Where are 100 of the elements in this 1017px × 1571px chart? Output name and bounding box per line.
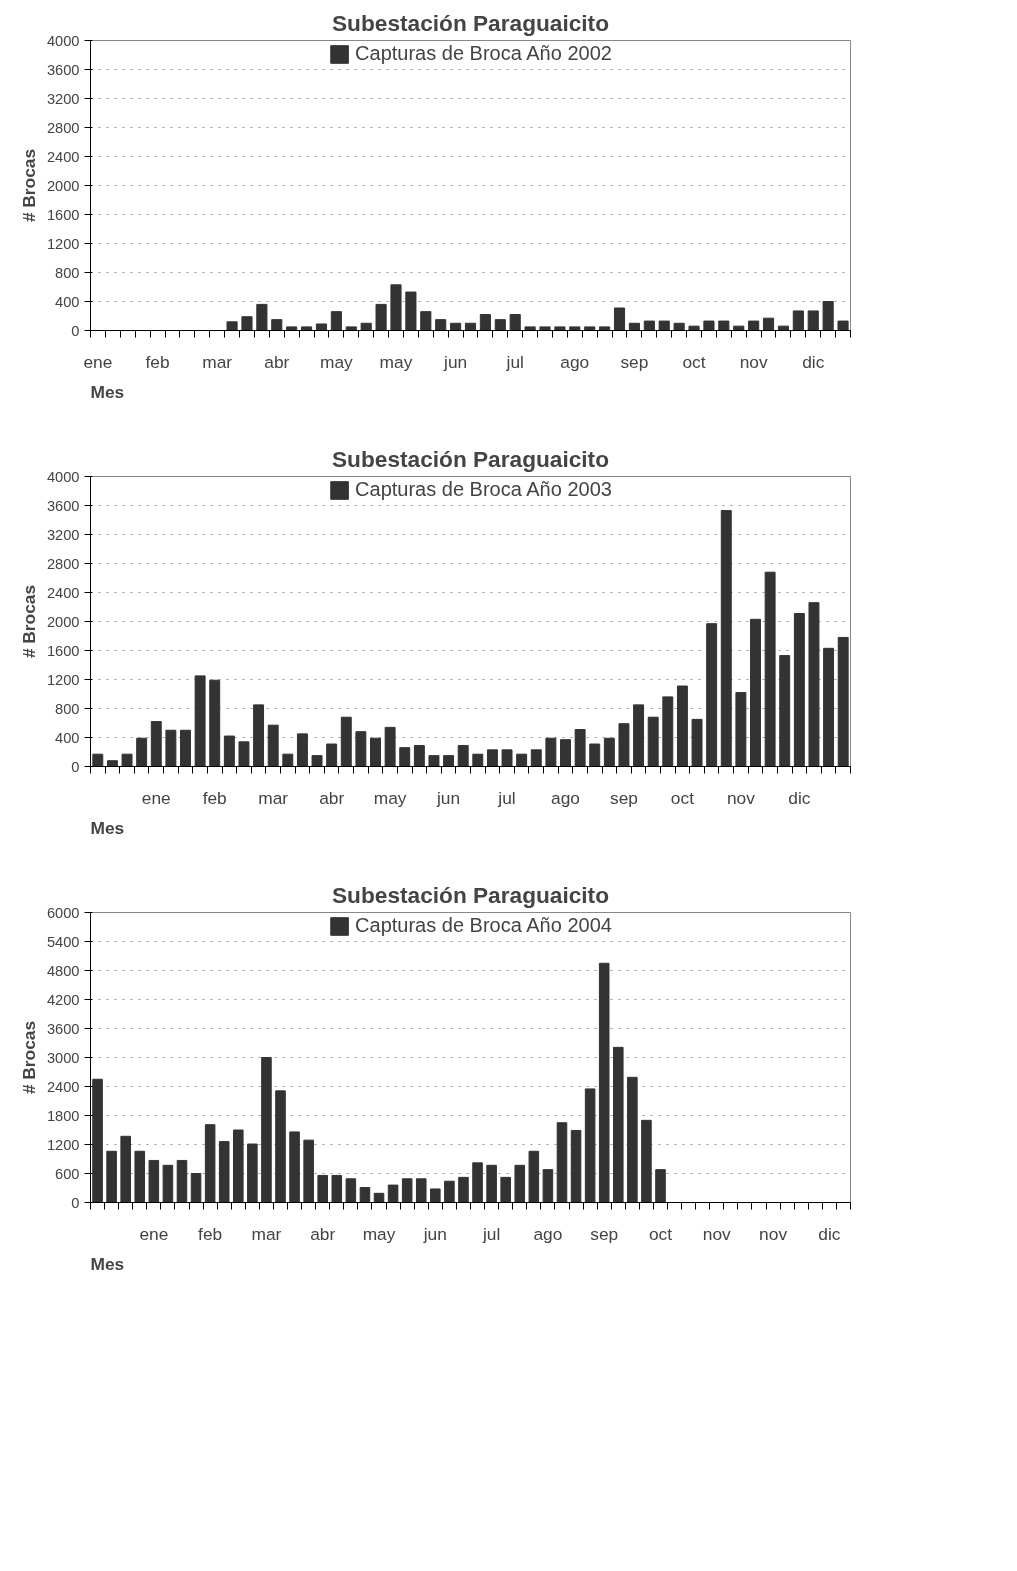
bar (612, 1046, 624, 1203)
bar (539, 326, 551, 331)
bar (275, 1090, 286, 1203)
bar (524, 326, 536, 331)
bar (176, 1159, 188, 1203)
bar (331, 1174, 343, 1203)
bar (271, 319, 283, 331)
bar (315, 323, 328, 331)
bar (618, 723, 630, 767)
bar (641, 1119, 652, 1203)
chart-title: Subestación Paraguaicito (332, 881, 610, 908)
bar (530, 749, 542, 767)
bar (676, 685, 688, 767)
bar (457, 744, 469, 767)
y-tick-label: 3200 (46, 90, 80, 107)
y-tick-label: 2800 (46, 555, 80, 572)
x-tick-label: nov (759, 1223, 788, 1244)
bar (703, 320, 715, 331)
x-tick-label: ago (551, 787, 580, 808)
y-tick-label: 2400 (46, 1078, 80, 1095)
bar (545, 737, 557, 767)
bar (837, 320, 849, 331)
bar (165, 729, 177, 767)
bar (584, 326, 596, 331)
y-tick-label: 2400 (46, 584, 80, 601)
legend-label: Capturas de Broca Año 2002 (355, 42, 612, 65)
bar (330, 311, 342, 331)
bar (718, 320, 730, 331)
bar (238, 741, 250, 767)
bar (370, 737, 381, 767)
bar (261, 1057, 272, 1203)
x-tick-label: may (373, 787, 407, 808)
bar (223, 735, 235, 767)
bar (256, 303, 268, 331)
bar (807, 310, 819, 331)
y-tick-label: 3600 (46, 1020, 80, 1037)
bar (121, 753, 133, 767)
x-tick-label: jun (422, 1223, 447, 1244)
y-tick-label: 3200 (46, 526, 80, 543)
y-tick-label: 1600 (46, 642, 80, 659)
bar (345, 1178, 357, 1203)
bar (500, 1176, 511, 1203)
bar (720, 510, 732, 767)
bar (134, 1150, 146, 1203)
x-axis-title: Mes (90, 381, 125, 402)
bar (735, 692, 747, 767)
bar (599, 326, 611, 331)
bar (450, 322, 462, 331)
bar (655, 1169, 666, 1203)
bar (359, 1187, 371, 1203)
bar (253, 704, 265, 767)
bar (405, 291, 417, 331)
y-axis-title: # Brocas (18, 148, 39, 223)
bar (106, 760, 118, 767)
bar (387, 1184, 399, 1203)
x-tick-label: may (320, 351, 354, 372)
bar (420, 311, 432, 331)
x-tick-label: ago (560, 351, 590, 372)
y-tick-label: 400 (55, 293, 80, 310)
x-tick-label: ene (83, 351, 113, 372)
bar (603, 737, 615, 767)
bar (345, 326, 357, 331)
bar (542, 1169, 554, 1203)
bar (633, 704, 645, 767)
y-tick-label: 800 (55, 264, 80, 281)
x-tick-label: feb (202, 787, 227, 808)
y-tick-label: 1200 (46, 235, 80, 252)
bar (204, 1124, 216, 1203)
x-tick-label: abr (310, 1223, 336, 1244)
bar (326, 743, 338, 767)
bar (435, 319, 447, 331)
bar (706, 623, 718, 767)
bar (384, 726, 396, 767)
bar (643, 320, 655, 331)
bar (598, 962, 610, 1203)
bar (92, 753, 104, 767)
bar (479, 314, 491, 331)
bar (92, 1078, 103, 1203)
y-tick-label: 3600 (46, 497, 80, 514)
x-tick-label: sep (609, 787, 638, 808)
y-tick-label: 5400 (46, 933, 80, 950)
y-tick-label: 400 (55, 729, 80, 746)
y-tick-label: 4200 (46, 991, 80, 1008)
bar (150, 721, 162, 767)
bar (570, 1129, 582, 1203)
x-tick-label: nov (739, 351, 768, 372)
bar (303, 1139, 314, 1203)
y-tick-label: 0 (71, 758, 80, 775)
bar (289, 1131, 300, 1203)
x-tick-label: ago (533, 1223, 563, 1244)
bar (428, 755, 440, 767)
x-tick-label: dic (788, 787, 811, 808)
bar (627, 1076, 638, 1203)
bar (136, 737, 148, 767)
bar (688, 325, 700, 331)
x-tick-label: nov (702, 1223, 732, 1244)
bar (241, 316, 253, 331)
x-tick-label: oct (670, 787, 695, 808)
bar (574, 729, 586, 767)
bar (762, 317, 775, 331)
